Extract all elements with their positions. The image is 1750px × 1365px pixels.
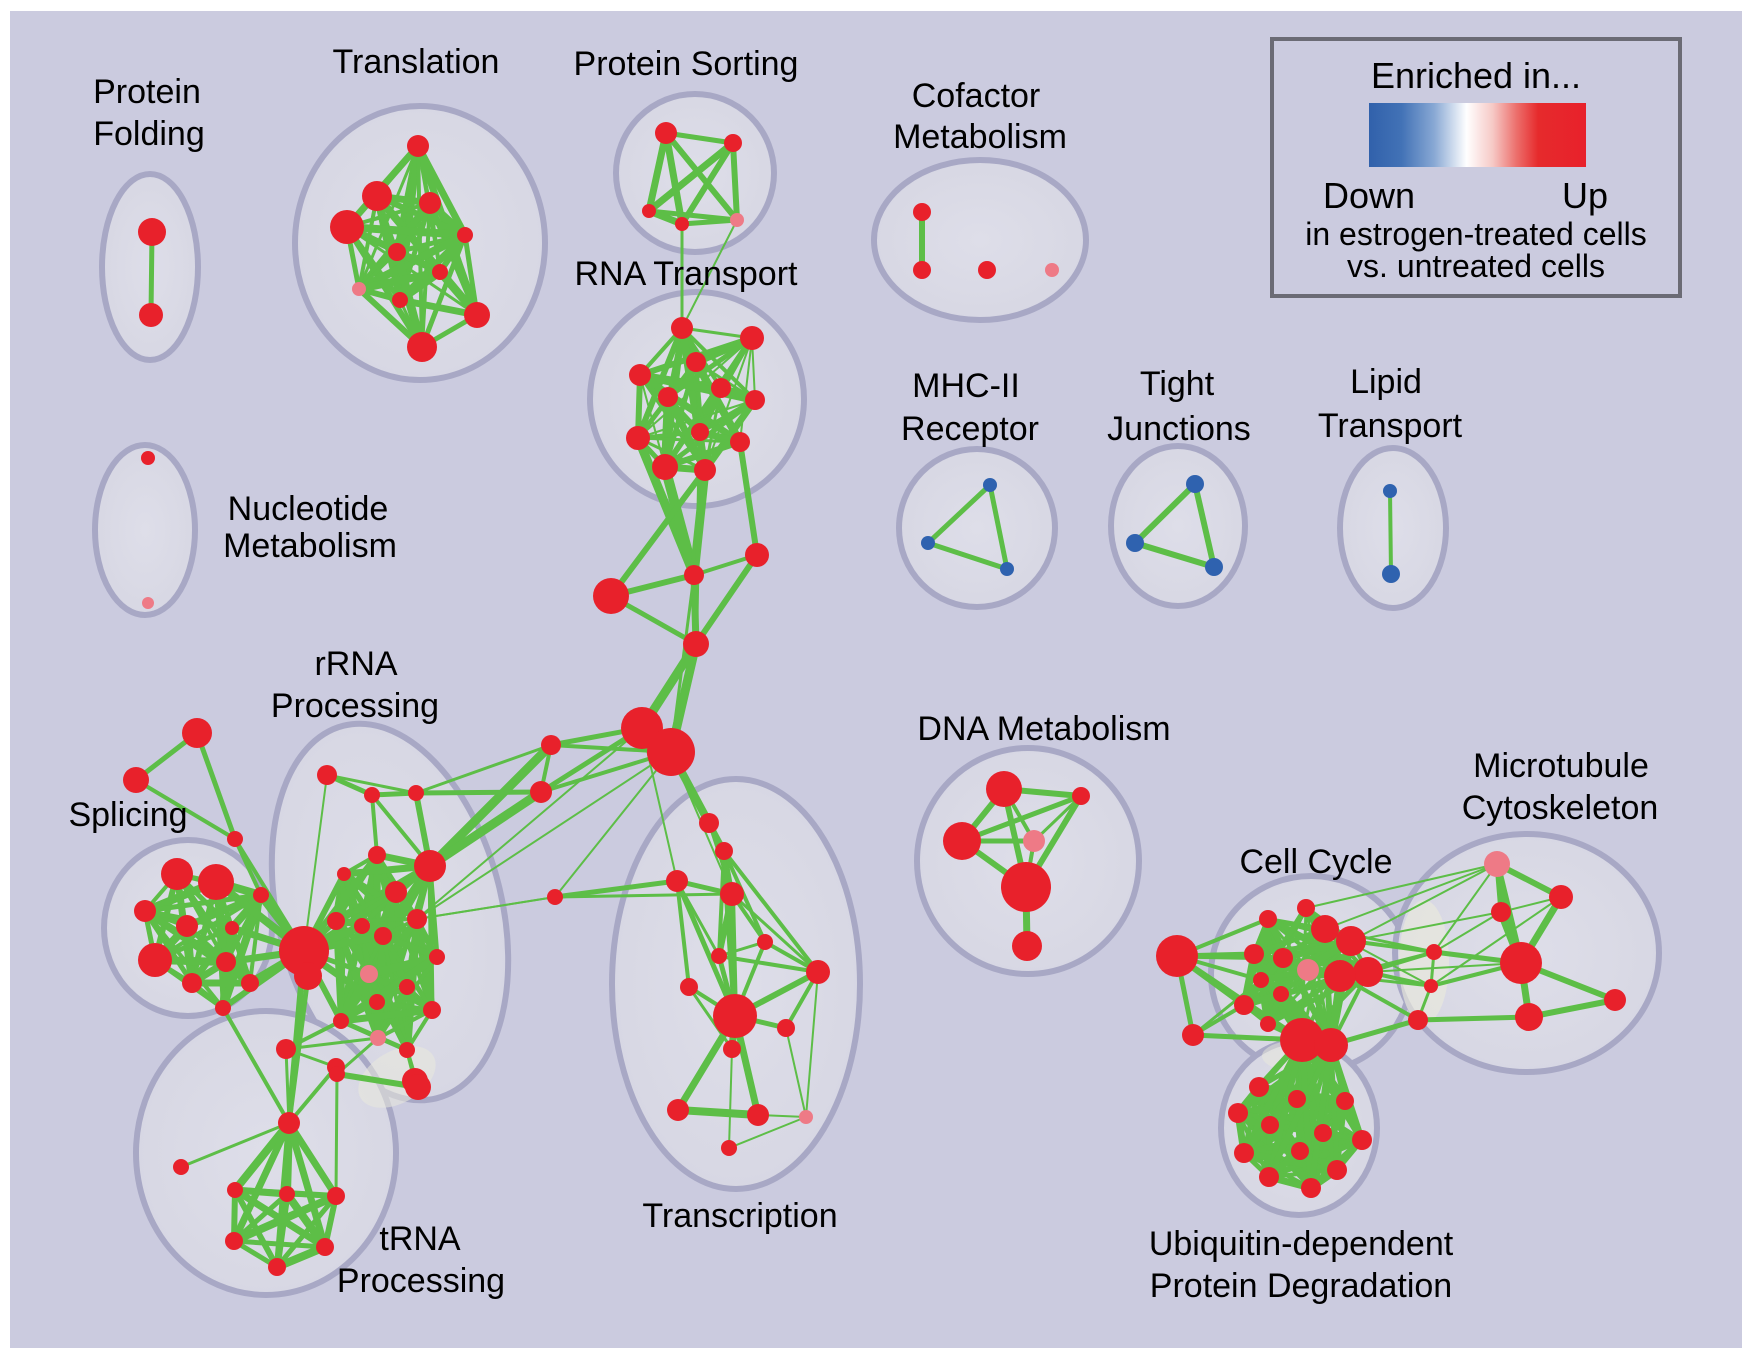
svg-text:rRNA: rRNA	[314, 645, 397, 683]
svg-text:Down: Down	[1323, 175, 1415, 216]
svg-text:in estrogen-treated cells: in estrogen-treated cells	[1305, 216, 1647, 252]
svg-text:Microtubule: Microtubule	[1473, 747, 1649, 785]
svg-text:Protein Degradation: Protein Degradation	[1150, 1267, 1452, 1305]
svg-text:Cell Cycle: Cell Cycle	[1239, 843, 1392, 881]
svg-text:Junctions: Junctions	[1107, 410, 1251, 448]
svg-text:Ubiquitin-dependent: Ubiquitin-dependent	[1149, 1225, 1454, 1263]
svg-text:DNA Metabolism: DNA Metabolism	[917, 710, 1170, 748]
svg-text:vs. untreated cells: vs. untreated cells	[1347, 248, 1605, 284]
svg-text:Processing: Processing	[337, 1262, 505, 1300]
svg-text:RNA Transport: RNA Transport	[575, 255, 799, 293]
svg-text:Transcription: Transcription	[642, 1197, 837, 1235]
svg-text:Protein: Protein	[93, 73, 201, 111]
svg-text:tRNA: tRNA	[379, 1220, 461, 1258]
svg-text:MHC-II: MHC-II	[912, 367, 1020, 405]
svg-text:Lipid: Lipid	[1350, 363, 1422, 401]
svg-text:Metabolism: Metabolism	[223, 527, 397, 565]
svg-text:Processing: Processing	[271, 687, 439, 725]
svg-text:Folding: Folding	[93, 115, 205, 153]
svg-text:Transport: Transport	[1318, 407, 1463, 445]
svg-text:Translation: Translation	[333, 43, 500, 81]
svg-text:Metabolism: Metabolism	[893, 118, 1067, 156]
svg-text:Receptor: Receptor	[901, 410, 1039, 448]
svg-text:Cytoskeleton: Cytoskeleton	[1462, 789, 1659, 827]
svg-text:Nucleotide: Nucleotide	[228, 490, 389, 528]
svg-text:Tight: Tight	[1140, 365, 1215, 403]
svg-text:Splicing: Splicing	[68, 796, 187, 834]
svg-text:Protein Sorting: Protein Sorting	[574, 45, 799, 83]
svg-text:Cofactor: Cofactor	[912, 77, 1041, 115]
svg-text:Enriched in...: Enriched in...	[1371, 55, 1581, 96]
svg-text:Up: Up	[1562, 175, 1608, 216]
